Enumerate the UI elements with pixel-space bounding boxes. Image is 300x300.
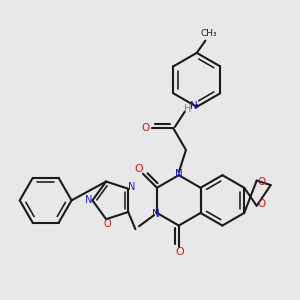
Text: O: O [175,247,184,257]
Text: N: N [128,182,136,192]
Text: H: H [184,103,191,114]
Text: N: N [190,101,198,112]
Text: O: O [103,218,111,229]
Text: N: N [152,209,159,219]
Text: N: N [175,169,183,179]
Text: CH₃: CH₃ [200,29,217,38]
Text: N: N [85,195,92,206]
Text: O: O [142,123,150,134]
Text: O: O [258,199,266,209]
Text: O: O [258,177,266,188]
Text: O: O [134,164,143,175]
